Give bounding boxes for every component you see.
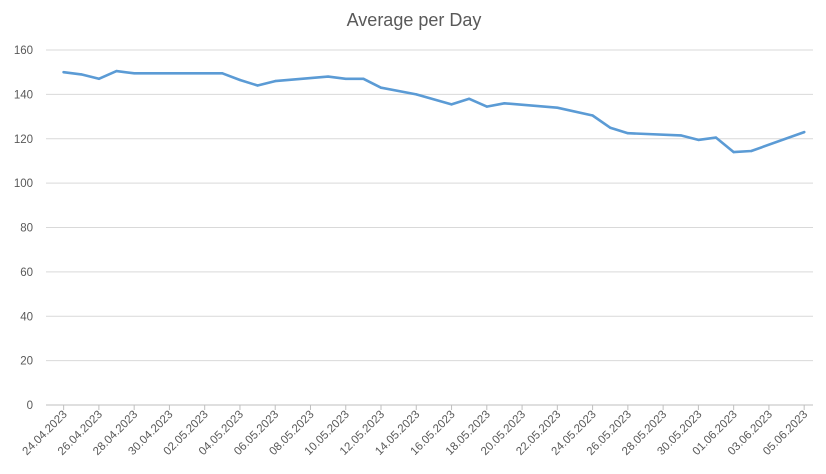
y-axis: 0 20 40 60 80 100 120 140 160: [14, 45, 33, 412]
data-point: [115, 69, 118, 73]
y-tick-label: 20: [20, 356, 33, 368]
data-point: [62, 71, 65, 74]
data-point: [732, 150, 735, 154]
data-point: [714, 136, 718, 139]
y-tick-label: 0: [27, 400, 33, 412]
x-axis: 24.04.202326.04.202328.04.202330.04.2023…: [21, 404, 813, 458]
data-point: [274, 79, 277, 83]
data-point: [803, 130, 806, 134]
data-point: [450, 103, 453, 106]
y-tick-label: 160: [14, 45, 33, 57]
data-point: [750, 149, 753, 153]
data-point: [326, 75, 330, 78]
data-point: [468, 97, 471, 101]
data-point: [415, 93, 418, 96]
data-point: [168, 72, 171, 75]
y-tick-label: 40: [20, 311, 33, 323]
data-point: [256, 84, 259, 87]
data-point: [97, 77, 101, 81]
y-tick-label: 80: [20, 223, 33, 235]
data-point: [344, 77, 347, 81]
data-point: [697, 138, 700, 142]
data-point: [362, 77, 365, 81]
y-tick-label: 60: [20, 267, 33, 279]
gridlines: [46, 49, 813, 362]
y-tick-label: 100: [14, 178, 33, 190]
data-point: [503, 102, 506, 105]
y-tick-label: 120: [14, 134, 33, 146]
data-point: [221, 72, 224, 75]
data-point: [609, 126, 612, 129]
data-point: [556, 106, 559, 109]
series-layer: [62, 69, 806, 154]
data-point: [133, 72, 136, 75]
data-point: [379, 86, 383, 89]
series-line: [62, 69, 806, 154]
data-point: [238, 78, 242, 82]
data-point: [485, 105, 488, 108]
data-point: [591, 114, 594, 117]
data-point: [679, 134, 682, 137]
data-point: [80, 73, 83, 76]
y-tick-label: 140: [14, 89, 33, 101]
data-point: [626, 132, 630, 135]
chart-title: Average per Day: [347, 10, 482, 30]
